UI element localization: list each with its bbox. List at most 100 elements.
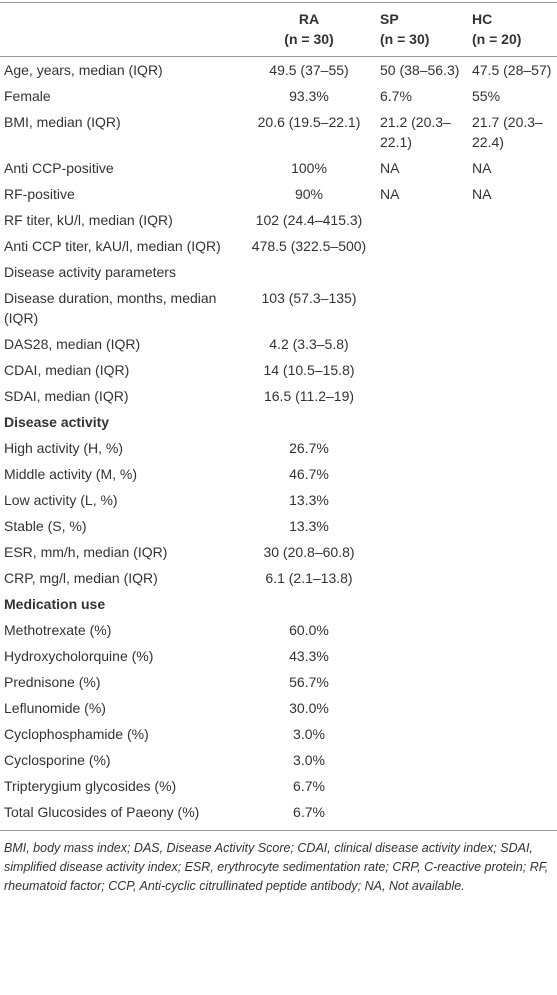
empty-cell <box>468 539 557 565</box>
empty-cell <box>376 461 468 487</box>
empty-cell <box>468 565 557 591</box>
column-n: (n = 20) <box>472 31 522 47</box>
table-row: RF titer, kU/l, median (IQR) 102 (24.4–41… <box>0 207 557 233</box>
cell: 103 (57.3–135) <box>261 290 357 306</box>
empty-cell <box>242 409 376 435</box>
table-row: Age, years, median (IQR) 49.5 (37–55) 50 (… <box>0 57 557 84</box>
section-label: Medication use <box>4 596 106 612</box>
cell: 6.7% <box>242 799 376 831</box>
empty-cell <box>468 233 557 259</box>
empty-cell <box>242 591 376 617</box>
empty-cell <box>468 643 557 669</box>
empty-cell <box>376 259 468 285</box>
empty-cell <box>468 799 557 831</box>
row-label: Cyclosporine (%) <box>4 752 111 768</box>
cell: 60.0% <box>289 622 329 638</box>
table-body: Age, years, median (IQR) 49.5 (37–55) 50 (… <box>0 57 557 831</box>
row-label: BMI, median (IQR) <box>4 114 121 130</box>
column-name: SP <box>380 11 399 27</box>
row-label: SDAI, median (IQR) <box>4 388 129 404</box>
cell: 55% <box>472 88 501 104</box>
cell: 21.7 (20.3–22.4) <box>472 114 543 150</box>
table-row: SDAI, median (IQR) 16.5 (11.2–19) <box>0 383 557 409</box>
empty-cell <box>468 747 557 773</box>
table-row: Medication use <box>0 591 557 617</box>
header-cell: RA (n = 30) <box>242 2 376 57</box>
table-row: ESR, mm/h, median (IQR) 30 (20.8–60.8) <box>0 539 557 565</box>
empty-cell <box>468 383 557 409</box>
empty-cell <box>376 721 468 747</box>
table-row: Cyclophosphamide (%) 3.0% <box>0 721 557 747</box>
cell: 6.7% <box>380 88 412 104</box>
empty-cell <box>376 643 468 669</box>
empty-cell <box>468 259 557 285</box>
table-row: Prednisone (%) 56.7% <box>0 669 557 695</box>
table-row: Leflunomide (%) 30.0% <box>0 695 557 721</box>
table-row: Low activity (L, %) 13.3% <box>0 487 557 513</box>
row-label: DAS28, median (IQR) <box>4 336 141 352</box>
footnote: BMI, body mass index; DAS, Disease Activ… <box>4 841 549 893</box>
empty-cell <box>376 669 468 695</box>
cell: 3.0% <box>293 726 325 742</box>
table-row: Anti CCP titer, kAU/l, median (IQR) 478.5… <box>0 233 557 259</box>
empty-cell <box>468 357 557 383</box>
row-label: RF titer, kU/l, median (IQR) <box>4 212 173 228</box>
cell: 102 (24.4–415.3) <box>255 212 363 228</box>
cell: 6.7% <box>293 778 325 794</box>
empty-cell <box>376 233 468 259</box>
table-row: Female 93.3% 6.7% 55% <box>0 83 557 109</box>
empty-cell <box>468 409 557 435</box>
table-row: Tripterygium glycosides (%) 6.7% <box>0 773 557 799</box>
empty-cell <box>376 383 468 409</box>
column-n: (n = 30) <box>284 31 334 47</box>
row-label: Anti CCP titer, kAU/l, median (IQR) <box>4 238 221 254</box>
empty-cell <box>242 259 376 285</box>
cell: 93.3% <box>289 88 329 104</box>
cell: 478.5 (322.5–500) <box>251 238 367 254</box>
header-cell <box>0 2 242 57</box>
cell: 20.6 (19.5–22.1) <box>257 114 361 130</box>
empty-cell <box>468 669 557 695</box>
cell: 13.3% <box>289 492 329 508</box>
table-header: RA (n = 30) SP (n = 30) HC (n = 20) <box>0 2 557 57</box>
cell: 3.0% <box>293 752 325 768</box>
empty-cell <box>376 799 468 831</box>
cell: 4.2 (3.3–5.8) <box>269 336 349 352</box>
row-label: Tripterygium glycosides (%) <box>4 778 177 794</box>
table-row: CDAI, median (IQR) 14 (10.5–15.8) <box>0 357 557 383</box>
empty-cell <box>468 591 557 617</box>
header-cell: HC (n = 20) <box>468 2 557 57</box>
table-row: Disease activity parameters <box>0 259 557 285</box>
cell: 14 (10.5–15.8) <box>263 362 355 378</box>
empty-cell <box>468 331 557 357</box>
row-label: Methotrexate (%) <box>4 622 112 638</box>
row-label: CRP, mg/l, median (IQR) <box>4 570 158 586</box>
table-row: CRP, mg/l, median (IQR) 6.1 (2.1–13.8) <box>0 565 557 591</box>
empty-cell <box>468 285 557 331</box>
row-label: Cyclophosphamide (%) <box>4 726 149 742</box>
cell: NA <box>380 160 400 176</box>
empty-cell <box>376 409 468 435</box>
empty-cell <box>376 617 468 643</box>
empty-cell <box>468 461 557 487</box>
row-label: Stable (S, %) <box>4 518 87 534</box>
cell: NA <box>472 160 492 176</box>
column-name: RA <box>298 11 320 27</box>
empty-cell <box>376 207 468 233</box>
empty-cell <box>468 773 557 799</box>
empty-cell <box>376 539 468 565</box>
empty-cell <box>468 487 557 513</box>
row-label: Disease activity parameters <box>4 264 176 280</box>
table-row: High activity (H, %) 26.7% <box>0 435 557 461</box>
table-row: Hydroxycholorquine (%) 43.3% <box>0 643 557 669</box>
empty-cell <box>468 721 557 747</box>
cell: 50 (38–56.3) <box>380 62 460 78</box>
row-label: Total Glucosides of Paeony (%) <box>0 799 242 831</box>
cell: 43.3% <box>289 648 329 664</box>
table-row: RF-positive 90% NA NA <box>0 181 557 207</box>
table-row: Disease activity <box>0 409 557 435</box>
cell: 30 (20.8–60.8) <box>263 544 355 560</box>
empty-cell <box>376 331 468 357</box>
row-label: RF-positive <box>4 186 75 202</box>
cell: 21.2 (20.3–22.1) <box>380 114 451 150</box>
